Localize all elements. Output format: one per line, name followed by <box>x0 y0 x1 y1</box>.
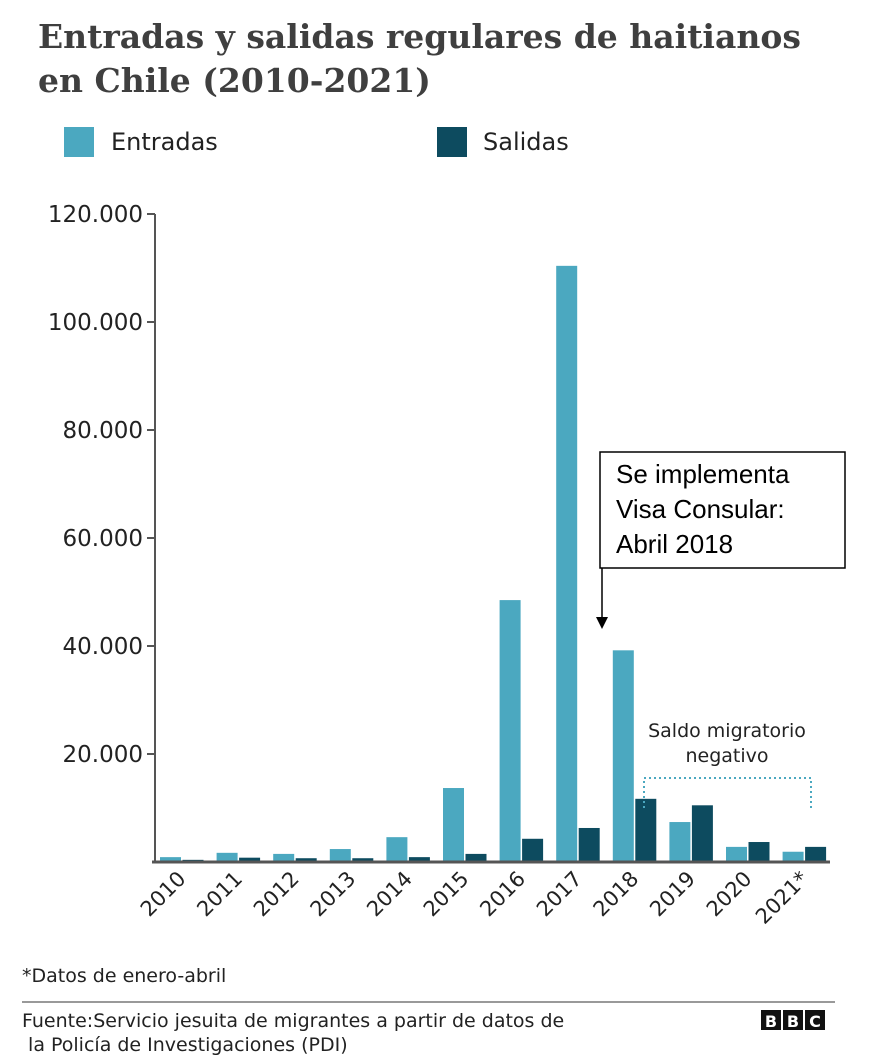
saldo-label-line-2: negativo <box>685 745 768 767</box>
y-tick-label: 120.000 <box>48 202 143 228</box>
svg-text:C: C <box>809 1012 821 1031</box>
bbc-logo: B B C <box>761 1010 825 1031</box>
bar-entradas-2021 <box>782 851 804 862</box>
source-line-2: la Policía de Investigaciones (PDI) <box>22 1034 348 1056</box>
visa-annotation-line-1: Se implementa <box>616 459 790 489</box>
chart-title-line-2: en Chile (2010-2021) <box>38 61 431 100</box>
x-tick-label: 2017 <box>532 867 587 922</box>
chart-title-line-1: Entradas y salidas regulares de haitiano… <box>38 17 801 56</box>
svg-text:B: B <box>787 1012 799 1031</box>
source-line-1: Fuente:Servicio jesuita de migrantes a p… <box>22 1010 564 1032</box>
footnote: *Datos de enero-abril <box>22 965 226 987</box>
y-tick-label: 100.000 <box>48 310 143 336</box>
bar-entradas-2018 <box>612 650 634 862</box>
bar-salidas-2014 <box>408 857 430 862</box>
bar-entradas-2012 <box>273 853 295 862</box>
bar-entradas-2019 <box>669 822 691 862</box>
bar-entradas-2010 <box>160 857 181 862</box>
x-tick-label: 2011 <box>192 867 247 922</box>
x-tick-label: 2015 <box>419 867 474 922</box>
x-tick-label: 2018 <box>589 867 644 922</box>
y-tick-label: 20.000 <box>63 742 143 768</box>
bar-entradas-2013 <box>329 849 351 862</box>
bar-entradas-2015 <box>443 788 464 862</box>
visa-annotation-line-2: Visa Consular: <box>616 494 785 524</box>
bar-salidas-2019 <box>691 805 713 862</box>
x-tick-label: 2013 <box>306 867 361 922</box>
saldo-bracket <box>643 777 812 808</box>
bar-entradas-2016 <box>499 600 521 862</box>
x-tick-label: 2010 <box>136 867 191 922</box>
legend-label-entradas: Entradas <box>111 128 218 156</box>
bar-salidas-2020 <box>748 842 770 862</box>
bar-salidas-2021 <box>805 846 827 862</box>
bar-salidas-2018 <box>635 798 657 862</box>
y-tick-label: 40.000 <box>63 634 143 660</box>
bar-entradas-2017 <box>556 265 578 863</box>
x-tick-label: 2019 <box>645 867 700 922</box>
bar-salidas-2015 <box>465 853 487 862</box>
legend-swatch-entradas <box>64 127 94 157</box>
bar-entradas-2011 <box>216 852 238 862</box>
annotation-arrow-head <box>596 617 608 629</box>
x-tick-label: 2014 <box>362 867 417 922</box>
y-tick-label: 80.000 <box>63 418 143 444</box>
bar-entradas-2014 <box>386 837 408 862</box>
x-tick-label: 2021* <box>751 867 813 929</box>
bar-salidas-2017 <box>578 827 600 862</box>
legend-swatch-salidas <box>437 127 467 157</box>
x-tick-label: 2012 <box>249 867 304 922</box>
y-tick-label: 60.000 <box>63 526 143 552</box>
visa-annotation-box <box>599 451 846 569</box>
bar-salidas-2016 <box>522 838 544 862</box>
bar-salidas-2012 <box>295 858 317 862</box>
x-tick-label: 2020 <box>702 867 757 922</box>
bar-salidas-2011 <box>239 857 261 862</box>
visa-annotation-line-3: Abril 2018 <box>616 529 733 559</box>
bar-entradas-2020 <box>726 846 747 862</box>
bar-salidas-2013 <box>352 858 374 862</box>
svg-text:B: B <box>765 1012 777 1031</box>
legend-label-salidas: Salidas <box>483 128 569 156</box>
x-tick-label: 2016 <box>475 867 530 922</box>
saldo-label-line-1: Saldo migratorio <box>648 720 806 742</box>
